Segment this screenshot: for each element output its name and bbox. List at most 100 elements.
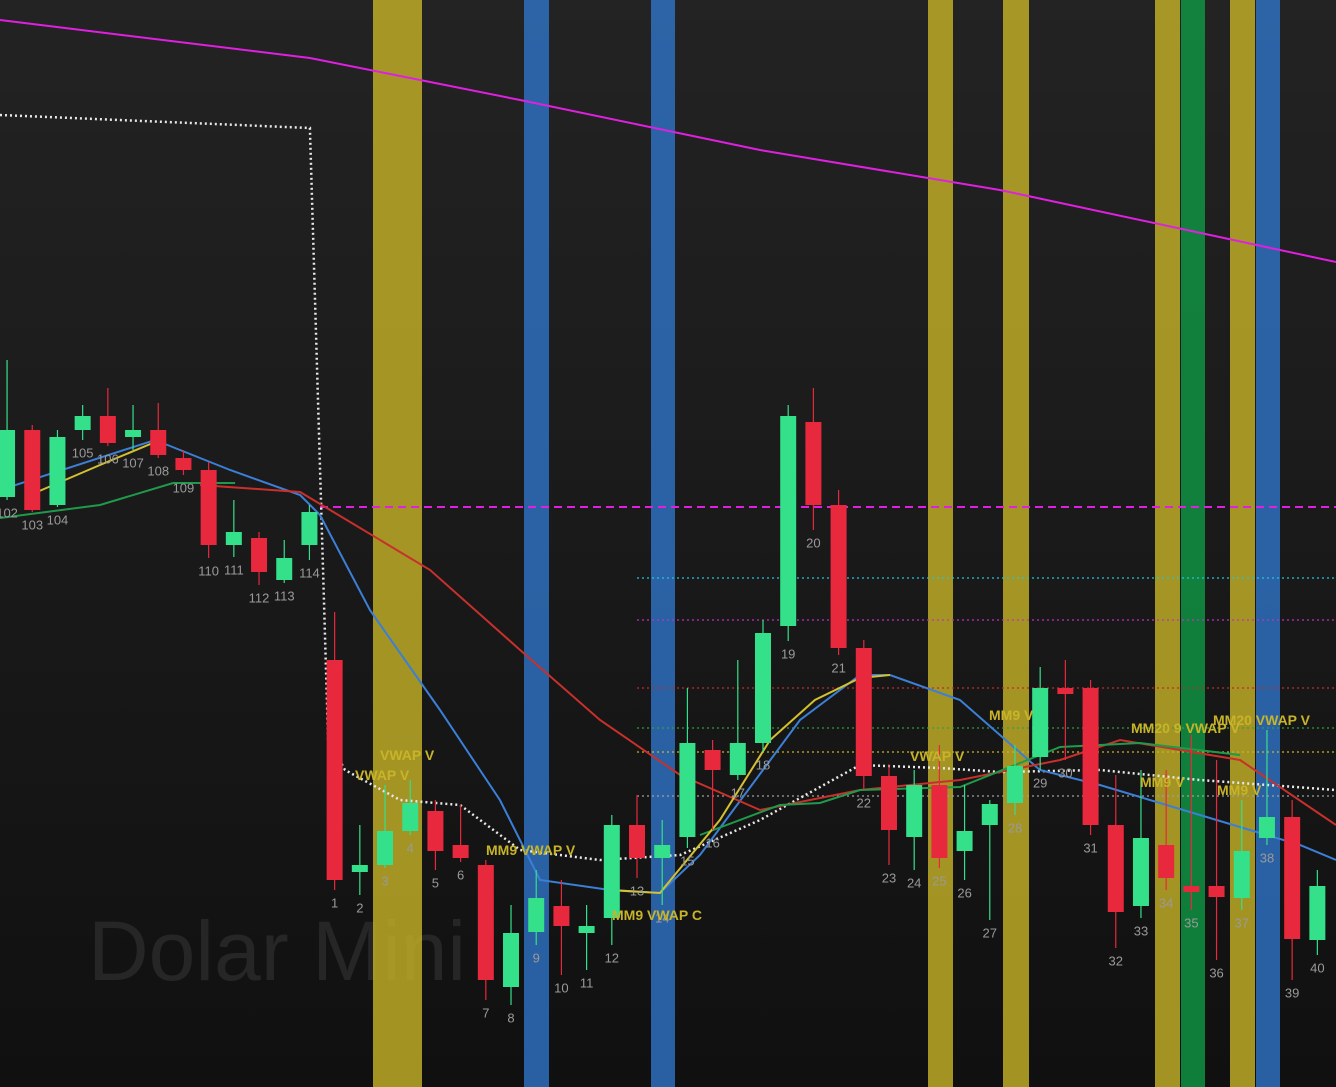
candle-body xyxy=(452,845,469,858)
candle-body xyxy=(0,430,16,497)
candle-body xyxy=(276,558,293,580)
candle-label: 25 xyxy=(932,874,946,889)
candle-body xyxy=(427,811,444,851)
candle-label: 105 xyxy=(72,446,94,461)
candle-label: 39 xyxy=(1285,986,1299,1001)
candle-label: 38 xyxy=(1260,851,1274,866)
candle-label: 8 xyxy=(507,1011,514,1026)
candle-body xyxy=(503,933,520,987)
candle-label: 109 xyxy=(173,481,195,496)
band xyxy=(1230,0,1255,1087)
candle-label: 31 xyxy=(1083,841,1097,856)
candle-body xyxy=(1233,851,1250,898)
band xyxy=(1181,0,1205,1087)
candle-body xyxy=(377,831,394,865)
candle-body xyxy=(1158,845,1175,878)
candle-body xyxy=(1309,886,1326,940)
candle-body xyxy=(351,865,368,872)
candle-label: 114 xyxy=(299,566,320,581)
candle-body xyxy=(629,825,646,858)
annotation: MM9 VWAP V xyxy=(486,842,576,858)
candle-label: 3 xyxy=(381,874,388,889)
annotation: MM9 V xyxy=(1217,782,1262,798)
candle-label: 18 xyxy=(756,758,770,773)
candle-body xyxy=(251,538,268,572)
candle-label: 108 xyxy=(147,464,169,479)
candle-body xyxy=(754,633,771,743)
candle-body xyxy=(1284,817,1301,939)
candle-body xyxy=(150,430,167,455)
candle-body xyxy=(704,750,721,770)
candle-label: 20 xyxy=(806,536,820,551)
band xyxy=(373,0,422,1087)
candle-body xyxy=(49,437,66,505)
candle-body xyxy=(1006,766,1023,803)
candle-label: 23 xyxy=(882,871,896,886)
annotation: VWAP V xyxy=(355,767,410,783)
candle-label: 27 xyxy=(983,926,997,941)
candle-label: 1 xyxy=(331,896,338,911)
candle-label: 13 xyxy=(630,884,644,899)
annotation: VWAP V xyxy=(910,748,965,764)
candle-label: 102 xyxy=(0,506,18,521)
candle-label: 36 xyxy=(1209,966,1223,981)
band xyxy=(651,0,675,1087)
candle-body xyxy=(301,512,318,545)
candle-label: 111 xyxy=(224,563,244,578)
candle-body xyxy=(855,648,872,776)
candle-body xyxy=(1032,688,1049,757)
candle-body xyxy=(74,416,91,430)
candle-label: 17 xyxy=(731,786,745,801)
candle-label: 5 xyxy=(432,876,439,891)
candle-label: 107 xyxy=(122,456,144,471)
candle-label: 110 xyxy=(198,564,219,579)
band xyxy=(1003,0,1029,1087)
candle-label: 12 xyxy=(605,951,619,966)
candle-label: 22 xyxy=(857,796,871,811)
candle-body xyxy=(654,845,671,858)
candle-body xyxy=(200,470,217,545)
candle-body xyxy=(1107,825,1124,912)
annotations: VWAP V VWAP V MM9 VWAP V MM9 VWAP C VWAP… xyxy=(355,707,1311,923)
candle-body xyxy=(906,785,923,837)
candle-body xyxy=(981,804,998,825)
candle-body xyxy=(578,926,595,933)
candle-label: 29 xyxy=(1033,776,1047,791)
candle-label: 33 xyxy=(1134,924,1148,939)
band xyxy=(1256,0,1280,1087)
candle-label: 32 xyxy=(1109,954,1123,969)
candle-label: 37 xyxy=(1235,916,1249,931)
candle-body xyxy=(780,416,797,626)
candle-label: 2 xyxy=(356,901,363,916)
candle-body xyxy=(1057,688,1074,694)
candle-body xyxy=(1082,688,1099,825)
candle-body xyxy=(729,743,746,775)
candle-label: 35 xyxy=(1184,916,1198,931)
candle-body xyxy=(99,416,116,443)
candle-body xyxy=(175,458,192,470)
candle-body xyxy=(477,865,494,980)
candle-label: 24 xyxy=(907,876,921,891)
candle-body xyxy=(125,430,142,437)
candle-body xyxy=(402,803,419,831)
candle-label: 113 xyxy=(274,589,295,604)
candle-label: 26 xyxy=(957,886,971,901)
candle-body xyxy=(1208,886,1225,897)
candle-label: 7 xyxy=(482,1006,489,1021)
candle-label: 16 xyxy=(705,836,719,851)
annotation: MM9 V xyxy=(1140,774,1185,790)
candle-label: 6 xyxy=(457,868,464,883)
candle-body xyxy=(805,422,822,505)
candle-body xyxy=(24,430,41,510)
candle-label: 112 xyxy=(249,591,270,606)
annotation: MM20 9 VWAP V xyxy=(1131,720,1240,736)
annotation: MM20 VWAP V xyxy=(1213,712,1311,728)
indicator-line xyxy=(0,19,1336,263)
candle-label: 106 xyxy=(97,452,119,467)
levels xyxy=(320,506,1336,797)
candle-label: 30 xyxy=(1058,766,1072,781)
candle-label: 104 xyxy=(47,513,69,528)
candle-body xyxy=(679,743,696,837)
